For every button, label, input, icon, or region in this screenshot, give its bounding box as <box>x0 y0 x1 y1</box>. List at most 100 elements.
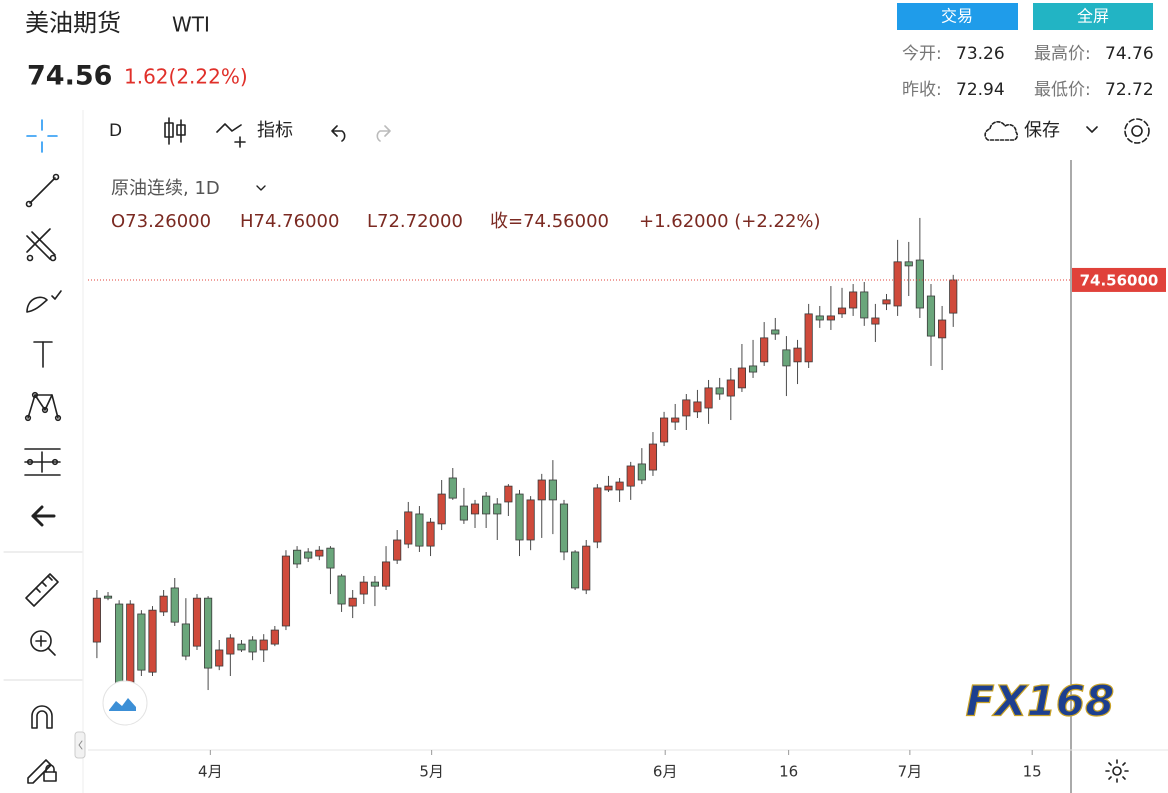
x-tick-label: 15 <box>1023 763 1042 781</box>
indicator-icon[interactable] <box>216 123 246 148</box>
candle-body <box>103 595 113 599</box>
candle-body <box>470 503 480 515</box>
interval-menu[interactable] <box>256 185 266 191</box>
candle-body <box>204 597 213 669</box>
candle-body <box>426 521 435 547</box>
candle-body <box>737 367 746 389</box>
stat-label: 昨收: <box>902 80 942 100</box>
chart-type-button[interactable] <box>164 117 186 145</box>
pattern-tool[interactable] <box>24 391 62 422</box>
chart-title: 原油连续, 1D <box>111 178 220 199</box>
candle-body <box>359 581 368 595</box>
candle-body <box>760 337 769 363</box>
back-tool[interactable] <box>31 505 56 527</box>
price-label: 74.56000 <box>1080 271 1159 289</box>
collapse-arrow[interactable] <box>78 740 83 750</box>
candle-body <box>537 479 546 501</box>
interval-button[interactable]: D <box>109 121 122 141</box>
crosshair-tool[interactable] <box>26 119 58 153</box>
candle-body <box>259 639 268 651</box>
fib-tool[interactable] <box>26 228 57 262</box>
indicator-button[interactable]: 指标 <box>257 120 293 141</box>
stat-value: 72.72 <box>1105 80 1154 100</box>
title: 美油期货 <box>25 9 121 37</box>
candle-body <box>626 465 635 487</box>
x-tick-label: 5月 <box>419 763 444 781</box>
candle-body <box>882 299 891 305</box>
candle-body <box>893 261 902 307</box>
candle-body <box>192 597 202 647</box>
candle-body <box>381 561 391 587</box>
candle-body <box>237 643 246 651</box>
redo-button[interactable] <box>376 125 391 142</box>
trade-button[interactable] <box>897 3 1018 30</box>
zoom-tool[interactable] <box>30 630 56 656</box>
candle-body <box>771 329 780 335</box>
legend-change: +1.62000 (+2.22%) <box>639 211 821 232</box>
candle-body <box>526 499 535 541</box>
measure-lines-tool[interactable] <box>24 448 61 476</box>
x-tick-label: 16 <box>779 763 798 781</box>
candle-body <box>281 555 291 627</box>
candle-body <box>871 317 880 325</box>
candle-body <box>92 597 101 643</box>
ruler-tool[interactable] <box>25 573 59 607</box>
candle-body <box>315 549 324 557</box>
change: 1.62(2.22%) <box>124 65 248 89</box>
collapse-tab[interactable] <box>74 731 86 759</box>
trade-button-label[interactable]: 交易 <box>941 7 973 26</box>
save-button[interactable]: 保存 <box>1024 120 1060 141</box>
candle-body <box>448 477 457 499</box>
lock-draw-tool[interactable] <box>27 759 57 784</box>
settings-button[interactable] <box>1124 118 1150 144</box>
text-tool[interactable] <box>33 341 53 368</box>
candle-body <box>604 485 613 491</box>
save-menu[interactable] <box>1086 126 1098 133</box>
x-tick-label: 7月 <box>898 763 923 781</box>
candle-body <box>593 487 602 543</box>
candle-body <box>682 399 691 417</box>
candle-body <box>804 313 813 363</box>
candle-body <box>949 279 958 314</box>
stat-value: 72.94 <box>956 80 1005 100</box>
cloud-icon[interactable] <box>984 121 1019 141</box>
candle-body <box>170 587 179 623</box>
candle-body <box>515 493 524 541</box>
stat-value: 74.76 <box>1105 44 1154 64</box>
stat-label: 最低价: <box>1034 80 1091 100</box>
stat-label: 今开: <box>902 44 942 64</box>
axis-settings[interactable] <box>1105 759 1129 783</box>
candle-body <box>748 365 758 373</box>
line-tool[interactable] <box>25 173 60 208</box>
candle-body <box>348 597 357 607</box>
candle-body <box>482 495 491 515</box>
stat-label: 最高价: <box>1034 44 1091 64</box>
price: 74.56 <box>27 61 112 92</box>
logo-icon[interactable] <box>109 698 136 711</box>
fullscreen-button[interactable] <box>1033 3 1153 30</box>
brush-tool[interactable] <box>26 290 62 313</box>
candle-body <box>393 539 402 561</box>
fullscreen-button-label[interactable]: 全屏 <box>1077 7 1109 26</box>
watermark: FX168 <box>966 677 1115 726</box>
x-tick-label: 4月 <box>198 763 223 781</box>
legend-low: L72.72000 <box>367 211 463 232</box>
candle-body <box>270 629 279 645</box>
magnet-tool[interactable] <box>31 705 53 729</box>
legend-open: O73.26000 <box>111 211 211 232</box>
candle-body <box>938 319 947 339</box>
candle-body <box>215 649 224 667</box>
candle-body <box>715 387 724 395</box>
candle-body <box>904 261 913 267</box>
candle-body <box>304 551 313 559</box>
candle-body <box>559 503 569 553</box>
candle-body <box>181 623 190 657</box>
undo-button[interactable] <box>331 125 346 142</box>
candle-body <box>137 613 146 671</box>
legend-high: H74.76000 <box>240 211 339 232</box>
candle-body <box>915 259 924 309</box>
candle-body <box>704 387 713 409</box>
candle-body <box>926 295 936 337</box>
